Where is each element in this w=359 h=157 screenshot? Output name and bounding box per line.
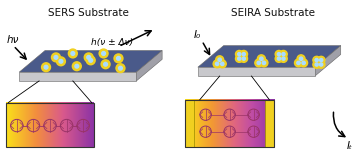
- Circle shape: [116, 64, 125, 73]
- Circle shape: [282, 53, 285, 56]
- Circle shape: [104, 62, 107, 66]
- Circle shape: [320, 59, 323, 62]
- Circle shape: [297, 61, 300, 65]
- Text: hν: hν: [6, 35, 19, 45]
- Circle shape: [262, 61, 266, 65]
- Circle shape: [255, 59, 263, 67]
- Circle shape: [75, 64, 79, 68]
- Circle shape: [257, 61, 260, 65]
- Circle shape: [242, 57, 245, 60]
- Circle shape: [315, 59, 318, 62]
- Circle shape: [282, 57, 285, 60]
- Circle shape: [280, 50, 287, 58]
- Circle shape: [99, 49, 108, 58]
- Polygon shape: [19, 72, 136, 81]
- Circle shape: [54, 56, 58, 59]
- Circle shape: [42, 63, 51, 72]
- Circle shape: [280, 55, 287, 62]
- Circle shape: [238, 53, 241, 56]
- Circle shape: [220, 62, 224, 65]
- Circle shape: [300, 59, 308, 67]
- Polygon shape: [198, 67, 315, 76]
- Bar: [185, 100, 194, 147]
- Bar: [6, 103, 94, 147]
- Circle shape: [84, 53, 93, 62]
- Circle shape: [257, 55, 265, 63]
- Circle shape: [275, 50, 283, 58]
- Text: I₀: I₀: [194, 30, 201, 40]
- Bar: [185, 100, 274, 147]
- Circle shape: [275, 55, 283, 62]
- Circle shape: [215, 62, 219, 65]
- Circle shape: [87, 56, 90, 59]
- Circle shape: [320, 63, 323, 66]
- Circle shape: [44, 65, 48, 69]
- Circle shape: [297, 55, 305, 63]
- Circle shape: [218, 60, 226, 68]
- Text: h(ν ± Δν): h(ν ± Δν): [91, 38, 133, 47]
- Polygon shape: [315, 46, 341, 76]
- Circle shape: [101, 60, 110, 69]
- Circle shape: [317, 61, 325, 68]
- Circle shape: [240, 55, 248, 62]
- Circle shape: [278, 53, 280, 56]
- Circle shape: [260, 59, 268, 67]
- Circle shape: [59, 60, 63, 63]
- Polygon shape: [198, 46, 341, 67]
- Circle shape: [260, 57, 263, 60]
- Text: SEIRA Substrate: SEIRA Substrate: [231, 8, 315, 18]
- Circle shape: [216, 56, 224, 64]
- Text: SERS Substrate: SERS Substrate: [48, 8, 129, 18]
- FancyArrowPatch shape: [334, 112, 345, 137]
- Circle shape: [278, 57, 280, 60]
- Circle shape: [302, 61, 305, 65]
- Circle shape: [51, 53, 60, 62]
- Circle shape: [313, 61, 321, 68]
- Circle shape: [242, 53, 245, 56]
- Circle shape: [236, 50, 243, 58]
- Circle shape: [89, 58, 93, 62]
- Circle shape: [317, 56, 325, 64]
- Circle shape: [56, 57, 65, 66]
- Circle shape: [86, 56, 95, 65]
- Bar: [265, 100, 274, 147]
- Circle shape: [117, 57, 120, 60]
- Polygon shape: [19, 51, 162, 72]
- Circle shape: [294, 59, 302, 67]
- Circle shape: [315, 63, 318, 66]
- Text: Iₜ: Iₜ: [347, 141, 353, 151]
- Circle shape: [236, 55, 243, 62]
- Circle shape: [71, 52, 75, 55]
- Circle shape: [313, 56, 321, 64]
- Circle shape: [102, 52, 106, 55]
- Circle shape: [68, 49, 77, 58]
- Circle shape: [238, 57, 241, 60]
- Circle shape: [299, 57, 303, 60]
- Circle shape: [72, 62, 81, 71]
- Polygon shape: [136, 51, 162, 81]
- Circle shape: [118, 66, 122, 70]
- Circle shape: [213, 60, 221, 68]
- Circle shape: [114, 54, 123, 63]
- Circle shape: [240, 50, 248, 58]
- Circle shape: [218, 58, 222, 61]
